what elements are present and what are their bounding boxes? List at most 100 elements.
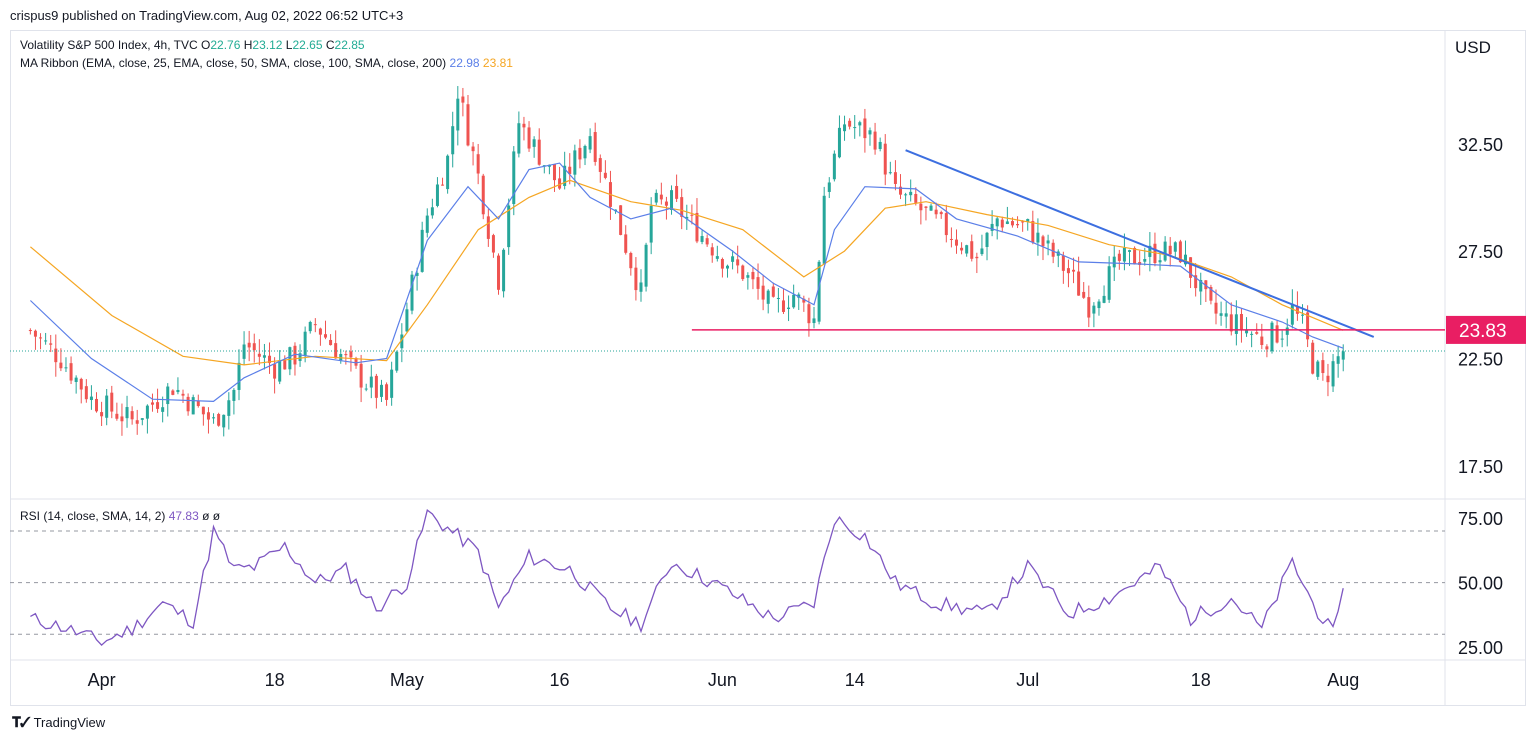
close-value: 22.85 xyxy=(334,38,365,52)
candle xyxy=(313,318,317,333)
candle xyxy=(125,395,129,428)
candle-body xyxy=(1224,313,1228,317)
candle xyxy=(100,401,104,426)
ma-ribbon-label[interactable]: MA Ribbon (EMA, close, 25, EMA, close, 5… xyxy=(20,56,447,70)
candle xyxy=(456,86,460,146)
candle-body xyxy=(288,347,292,370)
candle xyxy=(486,208,490,247)
price-tick-label: 17.50 xyxy=(1458,457,1503,477)
candle xyxy=(893,160,897,191)
symbol-label[interactable]: Volatility S&P 500 Index, 4h, TVC xyxy=(20,38,198,52)
candle-body xyxy=(975,256,979,259)
candle-body xyxy=(1087,297,1091,318)
close-label: C22.85 xyxy=(325,38,365,52)
candle-body xyxy=(1102,295,1106,303)
candle-body xyxy=(731,256,735,262)
candle xyxy=(1234,300,1238,346)
rsi-line xyxy=(30,508,1344,647)
candle-body xyxy=(1270,322,1274,352)
candle-body xyxy=(64,367,68,369)
footer[interactable]: 𝐓✓ TradingView xyxy=(12,714,105,731)
candle xyxy=(1260,323,1264,350)
candle xyxy=(670,185,674,215)
candle-body xyxy=(573,150,577,175)
candle-body xyxy=(654,192,658,203)
candle-body xyxy=(507,205,511,248)
candle xyxy=(451,111,455,168)
candle xyxy=(89,385,93,410)
candle-body xyxy=(140,418,144,420)
candle xyxy=(1122,233,1126,271)
candle xyxy=(603,160,607,180)
candle-body xyxy=(1122,247,1126,262)
candle-body xyxy=(69,363,73,381)
candle xyxy=(654,189,658,206)
candle xyxy=(28,328,32,335)
candle-body xyxy=(720,259,724,269)
candle-body xyxy=(751,271,755,280)
candle xyxy=(1026,218,1030,231)
candle-body xyxy=(812,318,816,324)
candle xyxy=(812,306,816,329)
candle xyxy=(262,343,266,370)
candle xyxy=(1168,237,1172,267)
rsi-extra-2: ø xyxy=(212,509,221,523)
candle xyxy=(1245,317,1249,337)
candle xyxy=(1077,256,1081,296)
candle xyxy=(110,385,114,419)
candle xyxy=(410,270,414,315)
candle xyxy=(1046,234,1050,256)
candle-body xyxy=(878,141,882,149)
candle-body xyxy=(705,238,709,245)
candle xyxy=(720,257,724,278)
candle xyxy=(1107,256,1111,303)
candle xyxy=(1224,301,1228,329)
candle xyxy=(161,396,165,423)
candle-body xyxy=(1326,375,1330,383)
candle xyxy=(405,302,409,333)
candle xyxy=(145,404,149,434)
candle xyxy=(283,355,287,370)
candle-body xyxy=(1000,219,1004,228)
candle-body xyxy=(659,194,663,200)
candle xyxy=(395,350,399,373)
candle-body xyxy=(1219,313,1223,316)
candle-body xyxy=(74,377,78,383)
candle xyxy=(924,206,928,221)
candle-body xyxy=(196,400,200,406)
candle xyxy=(761,274,765,311)
candle-body xyxy=(145,405,149,419)
candle-body xyxy=(415,272,419,276)
time-tick-label: Jun xyxy=(708,670,737,690)
candle-body xyxy=(939,212,943,215)
candle xyxy=(710,243,714,263)
candle-body xyxy=(318,328,322,335)
candle xyxy=(1036,218,1040,256)
axes: USD 32.50 27.50 22.50 17.50 75.00 50.00 25.00 Ap… xyxy=(88,38,1503,690)
candle-body xyxy=(919,203,923,211)
tradingview-logo-icon: 𝐓✓ xyxy=(12,714,31,730)
candle xyxy=(802,295,806,312)
candle xyxy=(995,216,999,240)
candle-body xyxy=(1260,336,1264,345)
candle xyxy=(883,134,887,186)
candle xyxy=(522,116,526,141)
candle-body xyxy=(395,351,399,371)
candle-body xyxy=(1046,240,1050,244)
rsi-label[interactable]: RSI (14, close, SMA, 14, 2) xyxy=(20,509,166,523)
candle-body xyxy=(960,247,964,251)
candle-body xyxy=(787,307,791,309)
candle xyxy=(904,192,908,207)
candle-body xyxy=(1245,330,1249,334)
candle xyxy=(568,153,572,185)
candle-body xyxy=(893,172,897,184)
candle xyxy=(1082,282,1086,299)
candle xyxy=(74,375,78,394)
rsi-tick-label: 75.00 xyxy=(1458,509,1503,529)
candle-body xyxy=(603,172,607,178)
candle-body xyxy=(512,151,516,205)
candle xyxy=(201,406,205,426)
price-tick-label: 22.50 xyxy=(1458,349,1503,369)
candle xyxy=(797,292,801,310)
